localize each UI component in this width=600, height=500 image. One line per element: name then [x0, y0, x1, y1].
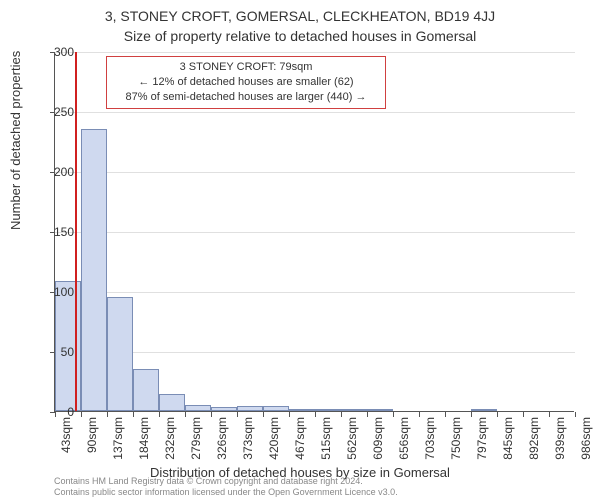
xtick-mark — [549, 412, 550, 417]
xtick-label: 703sqm — [423, 417, 437, 460]
gridline — [55, 172, 575, 173]
xtick-mark — [445, 412, 446, 417]
histogram-bar — [159, 394, 185, 411]
ytick-label: 100 — [44, 285, 74, 299]
annotation-line3: 87% of semi-detached houses are larger (… — [113, 90, 379, 105]
xtick-label: 326sqm — [215, 417, 229, 460]
xtick-label: 797sqm — [475, 417, 489, 460]
xtick-label: 892sqm — [527, 417, 541, 460]
gridline — [55, 292, 575, 293]
histogram-bar — [185, 405, 211, 411]
xtick-label: 420sqm — [267, 417, 281, 460]
xtick-mark — [575, 412, 576, 417]
xtick-label: 845sqm — [501, 417, 515, 460]
xtick-mark — [211, 412, 212, 417]
histogram-bar — [471, 409, 497, 411]
xtick-mark — [315, 412, 316, 417]
xtick-label: 939sqm — [553, 417, 567, 460]
histogram-bar — [107, 297, 133, 411]
xtick-label: 562sqm — [345, 417, 359, 460]
xtick-label: 467sqm — [293, 417, 307, 460]
xtick-label: 986sqm — [579, 417, 593, 460]
xtick-mark — [263, 412, 264, 417]
histogram-bar — [367, 409, 393, 411]
y-axis-label: Number of detached properties — [8, 51, 23, 230]
xtick-label: 656sqm — [397, 417, 411, 460]
gridline — [55, 112, 575, 113]
histogram-bar — [315, 409, 341, 411]
xtick-mark — [393, 412, 394, 417]
annotation-box: 3 STONEY CROFT: 79sqm ← 12% of detached … — [106, 56, 386, 109]
xtick-label: 279sqm — [189, 417, 203, 460]
xtick-mark — [81, 412, 82, 417]
footer-attribution: Contains HM Land Registry data © Crown c… — [54, 476, 398, 498]
xtick-mark — [185, 412, 186, 417]
xtick-mark — [237, 412, 238, 417]
ytick-label: 50 — [44, 345, 74, 359]
property-marker-line — [75, 52, 77, 411]
ytick-label: 250 — [44, 105, 74, 119]
chart-area: 43sqm90sqm137sqm184sqm232sqm279sqm326sqm… — [54, 52, 574, 412]
xtick-mark — [107, 412, 108, 417]
xtick-label: 515sqm — [319, 417, 333, 460]
xtick-mark — [497, 412, 498, 417]
gridline — [55, 52, 575, 53]
xtick-mark — [133, 412, 134, 417]
xtick-mark — [419, 412, 420, 417]
xtick-label: 137sqm — [111, 417, 125, 460]
gridline — [55, 352, 575, 353]
xtick-label: 184sqm — [137, 417, 151, 460]
annotation-line2: ← 12% of detached houses are smaller (62… — [113, 75, 379, 90]
histogram-bar — [237, 406, 263, 411]
histogram-bar — [341, 409, 367, 411]
xtick-label: 43sqm — [59, 417, 73, 453]
histogram-bar — [263, 406, 289, 411]
xtick-mark — [523, 412, 524, 417]
xtick-mark — [289, 412, 290, 417]
ytick-label: 150 — [44, 225, 74, 239]
footer-line2: Contains public sector information licen… — [54, 487, 398, 498]
xtick-mark — [159, 412, 160, 417]
histogram-bar — [81, 129, 107, 411]
xtick-label: 373sqm — [241, 417, 255, 460]
ytick-label: 0 — [44, 405, 74, 419]
histogram-bar — [133, 369, 159, 411]
xtick-label: 90sqm — [85, 417, 99, 453]
footer-line1: Contains HM Land Registry data © Crown c… — [54, 476, 398, 487]
histogram-bar — [211, 407, 237, 411]
xtick-label: 609sqm — [371, 417, 385, 460]
chart-title-sub: Size of property relative to detached ho… — [0, 24, 600, 44]
xtick-mark — [341, 412, 342, 417]
ytick-label: 300 — [44, 45, 74, 59]
xtick-label: 232sqm — [163, 417, 177, 460]
annotation-line1: 3 STONEY CROFT: 79sqm — [113, 60, 379, 75]
xtick-mark — [367, 412, 368, 417]
histogram-bar — [289, 409, 315, 411]
chart-title-main: 3, STONEY CROFT, GOMERSAL, CLECKHEATON, … — [0, 0, 600, 24]
ytick-label: 200 — [44, 165, 74, 179]
gridline — [55, 232, 575, 233]
xtick-label: 750sqm — [449, 417, 463, 460]
xtick-mark — [471, 412, 472, 417]
